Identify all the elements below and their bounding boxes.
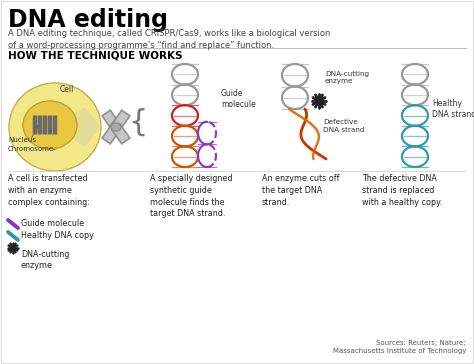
FancyBboxPatch shape [33,115,37,135]
FancyBboxPatch shape [53,115,57,135]
Polygon shape [55,107,101,147]
Text: Cell: Cell [60,84,74,94]
Text: Nucleus: Nucleus [8,137,36,143]
Text: Chromosome–: Chromosome– [8,146,58,152]
Text: Healthy DNA copy: Healthy DNA copy [21,232,94,241]
Ellipse shape [111,123,121,131]
Text: Defective
DNA strand: Defective DNA strand [323,119,365,132]
Text: Sources: Reuters; Nature;
Massachusetts Institute of Technology: Sources: Reuters; Nature; Massachusetts … [333,340,466,354]
Text: A specially designed
synthetic guide
molecule finds the
target DNA strand.: A specially designed synthetic guide mol… [150,174,233,218]
Polygon shape [112,110,130,130]
Ellipse shape [9,83,101,171]
FancyBboxPatch shape [38,115,42,135]
Text: DNA-cutting
enzyme: DNA-cutting enzyme [21,250,69,270]
Text: DNA-cutting
enzyme: DNA-cutting enzyme [325,71,369,84]
Text: A DNA editing technique, called CRISPR/Cas9, works like a biological version
of : A DNA editing technique, called CRISPR/C… [8,29,330,50]
Polygon shape [102,110,120,130]
Polygon shape [102,124,120,144]
Text: Guide
molecule: Guide molecule [221,89,256,109]
Ellipse shape [23,101,77,149]
Text: A cell is transfected
with an enzyme
complex containing:: A cell is transfected with an enzyme com… [8,174,90,207]
Text: {: { [128,107,148,136]
Text: Healthy
DNA strand: Healthy DNA strand [432,99,474,119]
Text: An enzyme cuts off
the target DNA
strand.: An enzyme cuts off the target DNA strand… [262,174,339,207]
Polygon shape [112,124,130,144]
Text: Guide molecule: Guide molecule [21,219,84,229]
FancyBboxPatch shape [48,115,52,135]
Text: HOW THE TECHNIQUE WORKS: HOW THE TECHNIQUE WORKS [8,51,182,61]
Text: DNA editing: DNA editing [8,8,168,32]
Text: The defective DNA
strand is replaced
with a healthy copy.: The defective DNA strand is replaced wit… [362,174,442,207]
FancyBboxPatch shape [43,115,47,135]
